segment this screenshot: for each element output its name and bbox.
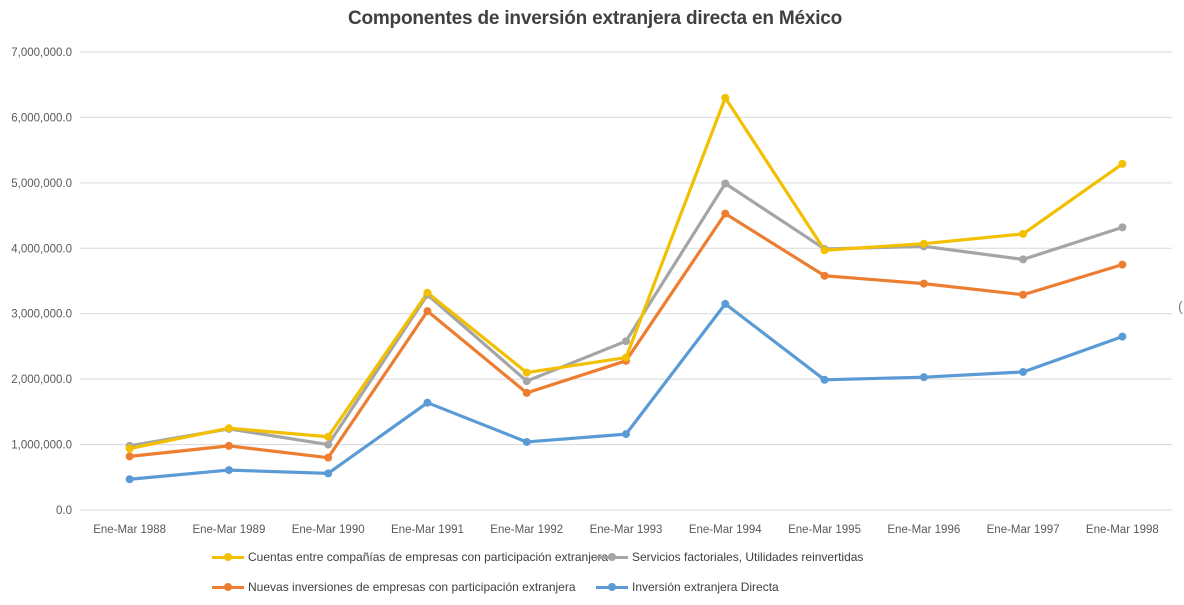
data-point [324, 469, 333, 478]
x-tick-label: Ene-Mar 1990 [292, 524, 365, 536]
legend-label: Nuevas inversiones de empresas con parti… [248, 580, 576, 594]
series-line-2 [128, 181, 1124, 448]
data-point [125, 452, 134, 461]
data-point [622, 337, 630, 346]
data-point [1118, 159, 1127, 168]
data-point [522, 377, 531, 386]
x-tick-label: Ene-Mar 1992 [490, 524, 563, 536]
legend-item: Servicios factoriales, Utilidades reinve… [596, 550, 863, 564]
data-point [820, 375, 829, 384]
series-line-1 [128, 212, 1124, 460]
data-point [622, 430, 630, 439]
legend-item: Cuentas entre compañías de empresas con … [212, 550, 608, 564]
series-points [125, 93, 1127, 484]
y-tick-label: 1,000,000.0 [11, 440, 72, 452]
x-axis-tick-labels: Ene-Mar 1988 Ene-Mar 1989 Ene-Mar 1990 Ene-… [93, 524, 1159, 536]
data-point [1019, 229, 1028, 238]
y-tick-label: 4,000,000.0 [11, 243, 72, 255]
data-point [423, 288, 432, 297]
y-tick-label: 3,000,000.0 [11, 309, 72, 321]
legend-item: Nuevas inversiones de empresas con parti… [212, 580, 576, 594]
data-point [423, 307, 432, 316]
legend-label: Servicios factoriales, Utilidades reinve… [632, 550, 864, 564]
legend-marker [212, 582, 244, 592]
data-point [522, 388, 531, 397]
edge-glyph: ( [1178, 298, 1183, 314]
data-point [820, 246, 829, 255]
x-tick-label: Ene-Mar 1996 [887, 524, 960, 536]
x-tick-label: Ene-Mar 1989 [192, 524, 265, 536]
legend-label: Cuentas entre compañías de empresas con … [248, 550, 609, 564]
data-point [324, 440, 333, 449]
data-point [820, 271, 829, 280]
data-point [721, 93, 730, 102]
data-point [721, 299, 730, 308]
legend-label: Inversión extranjera Directa [632, 580, 779, 594]
data-point [1118, 332, 1127, 341]
data-point [1118, 260, 1127, 269]
y-axis-tick-labels: 0.0 1,000,000.0 2,000,000.0 3,000,000.0 4,00… [11, 47, 72, 517]
x-tick-label: Ene-Mar 1993 [590, 524, 663, 536]
data-point [919, 279, 928, 288]
data-point [423, 398, 432, 407]
data-point [919, 373, 928, 382]
x-tick-label: Ene-Mar 1994 [689, 524, 762, 536]
data-point [1118, 223, 1127, 232]
data-point [1019, 290, 1028, 299]
gridlines [80, 51, 1172, 511]
y-tick-label: 7,000,000.0 [11, 47, 72, 59]
data-point [224, 424, 233, 433]
y-tick-label: 5,000,000.0 [11, 178, 72, 190]
series-line-3 [128, 96, 1124, 451]
data-point [1019, 255, 1028, 264]
y-tick-label: 6,000,000.0 [11, 112, 72, 124]
legend-marker [596, 552, 628, 562]
data-point [522, 368, 531, 377]
x-tick-label: Ene-Mar 1991 [391, 524, 464, 536]
data-point [622, 353, 630, 362]
x-tick-label: Ene-Mar 1995 [788, 524, 861, 536]
data-point [224, 441, 233, 450]
x-tick-label: Ene-Mar 1998 [1086, 524, 1159, 536]
series-lines [128, 96, 1124, 481]
data-point [324, 432, 333, 441]
x-tick-label: Ene-Mar 1988 [93, 524, 166, 536]
legend-marker [212, 552, 244, 562]
data-point [224, 466, 233, 475]
chart-title: Componentes de inversión extranjera dire… [347, 8, 843, 29]
y-tick-label: 0.0 [56, 505, 72, 517]
legend-marker [596, 582, 628, 592]
data-point [125, 444, 134, 453]
data-point [324, 453, 333, 462]
data-point [125, 475, 134, 484]
data-point [919, 239, 928, 248]
data-point [522, 437, 531, 446]
data-point [721, 209, 730, 218]
data-point [721, 179, 730, 188]
legend-item: Inversión extranjera Directa [596, 580, 779, 594]
x-tick-label: Ene-Mar 1997 [987, 524, 1060, 536]
y-tick-label: 2,000,000.0 [11, 374, 72, 386]
data-point [1019, 367, 1028, 376]
